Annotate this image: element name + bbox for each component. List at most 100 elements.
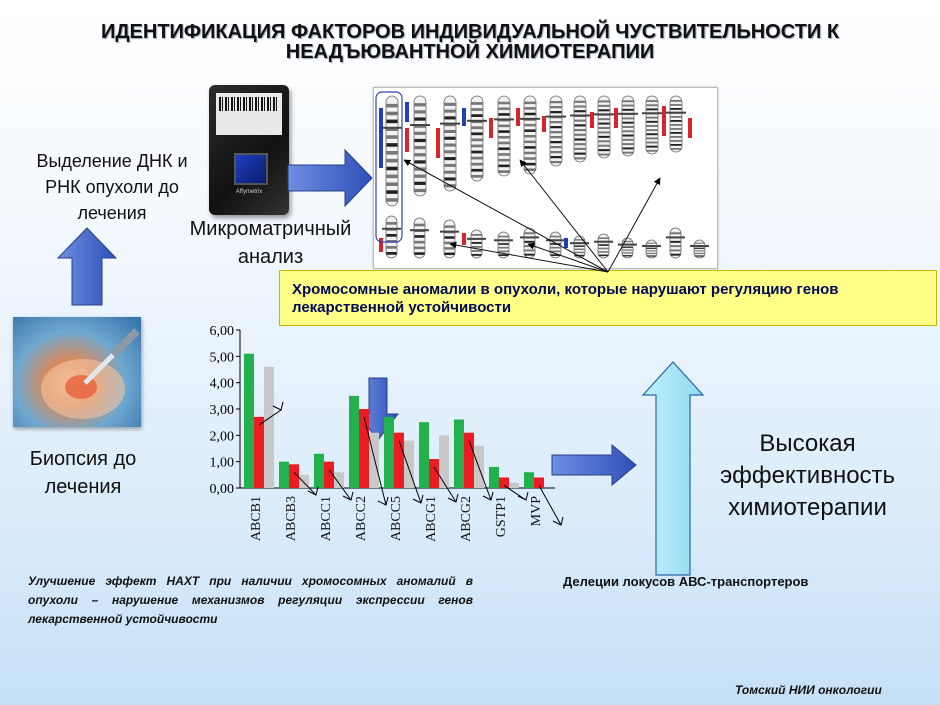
- y-tick-label: 2,00: [210, 429, 235, 444]
- aberration-mark: [462, 108, 466, 126]
- bar-abcb3-1: [289, 464, 299, 488]
- aberration-mark: [542, 116, 546, 132]
- x-tick-label: GSTP1: [494, 496, 509, 537]
- institution-footer: Томский НИИ онкологии: [735, 683, 882, 697]
- microarray-chip-image: Affymetrix: [209, 85, 289, 215]
- chromosome: [690, 239, 709, 259]
- bar-gstp1-2: [509, 482, 519, 488]
- chromosome: [440, 95, 460, 192]
- chip-brand: Affymetrix: [235, 189, 263, 195]
- y-tick-label: 6,00: [210, 324, 235, 339]
- chromosome: [642, 239, 661, 259]
- biopsy-line-1: Биопсия до: [29, 448, 137, 470]
- chromosome: [546, 231, 565, 259]
- bar-abcc5-1: [394, 432, 404, 488]
- chromosome: [546, 95, 566, 167]
- pointer-line: [538, 485, 562, 526]
- pointer-line: [503, 485, 527, 501]
- pointer-line: [398, 440, 422, 504]
- pointer-line: [258, 409, 282, 426]
- bar-abcc1-1: [324, 461, 334, 488]
- x-tick-label: ABCC5: [389, 496, 404, 541]
- up-arrow-icon: [56, 227, 118, 306]
- bar-gstp1-1: [499, 477, 509, 488]
- pointer-head: [482, 491, 494, 501]
- bar-abcg1-0: [419, 422, 429, 488]
- dna-line-3: лечения: [77, 203, 147, 223]
- effect-line-1: Высокая: [759, 430, 856, 457]
- effect-caption: Высокая эффективность химиотерапии: [700, 428, 915, 524]
- bar-abcc2-0: [349, 395, 359, 488]
- chromosome: [382, 215, 401, 259]
- chromosome-anomaly-callout: Хромосомные аномалии в опухоли, которые …: [279, 270, 937, 326]
- chromosome: [440, 219, 459, 259]
- chromosome: [618, 95, 638, 157]
- conclusion-note: Улучшение эффект НАХТ при наличии хромос…: [28, 574, 473, 626]
- y-tick-label: 4,00: [210, 377, 235, 392]
- bar-abcc2-2: [369, 432, 379, 488]
- big-up-arrow-icon: [641, 361, 705, 576]
- biopsy-line-2: лечения: [44, 476, 122, 498]
- aberration-mark: [405, 128, 409, 152]
- y-tick-label: 0,00: [210, 482, 235, 497]
- bar-abcb1-2: [264, 366, 274, 488]
- effect-line-2: эффективность: [719, 462, 896, 489]
- pointer-head: [552, 516, 564, 526]
- pointer-line: [433, 466, 457, 503]
- karyogram-image: [373, 87, 718, 269]
- bar-abcb3-0: [279, 461, 289, 488]
- aberration-mark: [662, 106, 666, 136]
- right-arrow-icon: [287, 148, 373, 208]
- x-tick-label: ABCB1: [249, 496, 264, 541]
- bar-mvp-1: [534, 477, 544, 488]
- dna-line-1: Выделение ДНК и: [36, 151, 188, 171]
- bar-abcb1-0: [244, 353, 254, 488]
- x-tick-label: ABCG1: [424, 496, 439, 542]
- pointer-line: [328, 469, 352, 501]
- x-tick-label: ABCG2: [459, 496, 474, 542]
- bar-abcc1-0: [314, 453, 324, 488]
- y-tick-label: 5,00: [210, 350, 235, 365]
- pointer-head: [412, 494, 424, 504]
- bar-abcc5-2: [404, 440, 414, 488]
- bar-mvp-0: [524, 472, 534, 488]
- pointer-head: [272, 401, 284, 411]
- aberration-mark: [462, 233, 466, 245]
- chromosome: [467, 95, 487, 182]
- bar-abcg2-0: [454, 419, 464, 488]
- right-arrow-icon: [551, 443, 637, 487]
- pointer-head: [517, 491, 529, 501]
- chromosome: [594, 233, 613, 259]
- pointer-head: [307, 486, 319, 496]
- pointer-head: [447, 493, 459, 503]
- chromosome: [494, 231, 513, 259]
- aberration-mark: [405, 102, 409, 122]
- deletion-caption: Делеции локусов АВС-транспортеров: [563, 574, 809, 589]
- aberration-mark: [379, 238, 383, 252]
- x-tick-label: ABCC2: [354, 496, 369, 541]
- effect-line-3: химиотерапии: [728, 494, 887, 521]
- title-line-2: НЕАДЪЮВАНТНОЙ ХИМИОТЕРАПИИ: [285, 41, 655, 63]
- title-line-1: ИДЕНТИФИКАЦИЯ ФАКТОРОВ ИНДИВИДУАЛЬНОЙ ЧУ…: [100, 21, 840, 43]
- aberration-mark: [688, 118, 692, 138]
- chromosome: [594, 95, 614, 159]
- bar-abcg1-1: [429, 459, 439, 488]
- bar-gstp1-0: [489, 466, 499, 488]
- bar-abcc1-2: [334, 472, 344, 488]
- chromosome: [666, 227, 685, 259]
- biopsy-image: [13, 317, 141, 427]
- chromosome: [520, 95, 540, 175]
- biopsy-caption: Биопсия до лечения: [14, 445, 152, 501]
- bar-abcb3-2: [299, 474, 309, 488]
- bar-abcc2-1: [359, 409, 369, 488]
- biopsy-needle-icon: [41, 328, 140, 419]
- pointer-line: [468, 440, 492, 501]
- chromosome: [570, 95, 590, 163]
- aberration-mark: [516, 108, 520, 126]
- pointer-line: [363, 416, 387, 506]
- y-tick-label: 1,00: [210, 456, 235, 471]
- bar-abcb1-1: [254, 416, 264, 488]
- x-tick-label: ABCC1: [319, 496, 334, 541]
- chromosome: [410, 217, 429, 259]
- microarray-line-1: Микроматричный: [189, 218, 352, 240]
